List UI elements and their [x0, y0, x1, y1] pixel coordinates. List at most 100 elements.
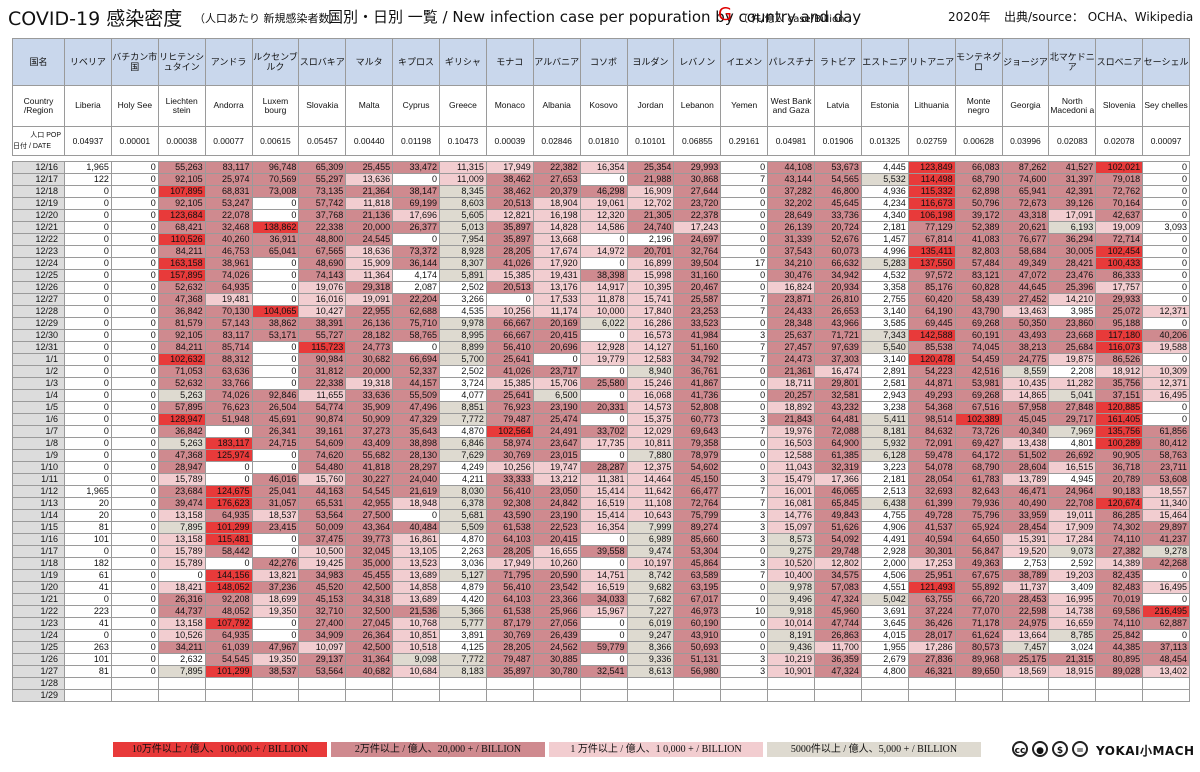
value-cell: 102,632 — [157, 353, 206, 366]
value-cell: 13,523 — [392, 557, 440, 570]
value-cell: 74,620 — [298, 449, 347, 462]
value-cell: 3,358 — [860, 281, 909, 294]
value-cell: 3,985 — [1048, 305, 1097, 318]
value-cell — [439, 689, 487, 702]
value-cell: 23,190 — [532, 509, 581, 522]
date-cell: 1/14 — [12, 509, 65, 522]
value-cell — [626, 677, 675, 690]
value-cell: 39,172 — [954, 209, 1003, 222]
value-cell: 22,598 — [1001, 605, 1050, 618]
value-cell: 65,845 — [814, 497, 862, 510]
value-cell: 176,623 — [204, 497, 253, 510]
value-cell: 74,600 — [1001, 173, 1050, 186]
value-cell: 12,802 — [814, 557, 862, 570]
date-label: 日付 / DATE — [13, 143, 51, 150]
population-cell: 0.00440 — [345, 126, 394, 156]
value-cell: 89,650 — [954, 665, 1003, 678]
value-cell: 25,474 — [532, 413, 581, 426]
value-cell: 82,643 — [954, 485, 1003, 498]
value-cell: 41,537 — [907, 521, 956, 534]
value-cell: 8,559 — [1001, 365, 1050, 378]
chart-title-note: （人口あたり 新規感染者数） — [194, 12, 341, 25]
value-cell: 54,609 — [298, 437, 347, 450]
value-cell: 59,779 — [579, 641, 628, 654]
header-corner-jp: 国名 — [12, 38, 65, 86]
date-cell: 1/4 — [12, 389, 65, 402]
value-cell: 26,139 — [767, 221, 815, 234]
value-cell: 0 — [110, 425, 159, 438]
value-cell: 19,779 — [579, 353, 628, 366]
value-cell: 64,935 — [204, 281, 253, 294]
value-cell: 33,472 — [392, 161, 440, 174]
value-cell: 33,766 — [204, 377, 253, 390]
value-cell: 70,569 — [251, 173, 300, 186]
table-row: 1/19 61 0 0 144,156 13,821 34,983 45,455 13,689 5… — [12, 569, 1190, 582]
value-cell: 34,575 — [814, 569, 862, 582]
value-cell: 0 — [579, 533, 628, 546]
value-cell: 10,014 — [767, 617, 815, 630]
value-cell: 87,262 — [1001, 161, 1050, 174]
value-cell: 101 — [64, 653, 112, 666]
column-header-jp: スロベニア — [1095, 38, 1144, 86]
value-cell: 56,847 — [954, 545, 1003, 558]
value-cell: 57,895 — [157, 401, 206, 414]
value-cell: 36,359 — [814, 653, 862, 666]
value-cell: 20,379 — [532, 185, 581, 198]
value-cell: 5,932 — [860, 437, 909, 450]
value-cell: 3,140 — [860, 353, 909, 366]
value-cell: 13,636 — [345, 173, 394, 186]
value-cell: 29,801 — [814, 377, 862, 390]
value-cell: 0 — [157, 569, 206, 582]
value-cell: 25,396 — [1048, 281, 1097, 294]
value-cell — [298, 689, 347, 702]
value-cell: 16,354 — [579, 521, 628, 534]
value-cell: 9,275 — [767, 545, 815, 558]
value-cell: 18,948 — [392, 497, 440, 510]
value-cell: 54,602 — [673, 461, 722, 474]
value-cell: 30,885 — [532, 653, 581, 666]
value-cell: 12,928 — [579, 341, 628, 354]
value-cell: 92,308 — [485, 497, 534, 510]
value-cell: 0 — [579, 629, 628, 642]
value-cell: 89,968 — [954, 653, 1003, 666]
value-cell: 55,727 — [298, 329, 347, 342]
value-cell: 5,411 — [860, 413, 909, 426]
value-cell: 17,840 — [626, 305, 675, 318]
value-cell: 43,144 — [767, 173, 815, 186]
date-cell: 12/18 — [12, 185, 65, 198]
column-header-jp: イエメン — [720, 38, 769, 86]
value-cell: 0 — [251, 533, 300, 546]
value-cell: 42,500 — [345, 581, 394, 594]
value-cell: 14,972 — [579, 245, 628, 258]
value-cell: 17,286 — [907, 641, 956, 654]
value-cell: 16,655 — [532, 545, 581, 558]
value-cell: 24,975 — [1001, 617, 1050, 630]
value-cell: 85,660 — [673, 533, 722, 546]
column-header-en: Estonia — [860, 85, 909, 127]
column-header-jp: アンドラ — [204, 38, 253, 86]
value-cell: 79,018 — [1095, 173, 1144, 186]
value-cell: 38,898 — [392, 437, 440, 450]
date-cell: 12/31 — [12, 341, 65, 354]
value-cell: 3,223 — [860, 461, 909, 474]
value-cell: 30,227 — [345, 473, 394, 486]
value-cell: 67,516 — [954, 401, 1003, 414]
value-cell: 6,846 — [439, 437, 487, 450]
value-cell: 23,860 — [1048, 317, 1097, 330]
table-row: 12/21 0 0 68,421 32,468 138,862 22,338 20,000 26… — [12, 221, 1190, 234]
value-cell: 28,454 — [1001, 521, 1050, 534]
value-cell: 10,851 — [392, 629, 440, 642]
value-cell: 0 — [110, 437, 159, 450]
sa-icon: = — [1072, 741, 1088, 757]
value-cell: 43,910 — [673, 629, 722, 642]
value-cell: 51,502 — [1001, 449, 1050, 462]
value-cell: 102,021 — [1095, 161, 1144, 174]
value-cell: 20,724 — [814, 221, 862, 234]
value-cell: 40,682 — [345, 665, 394, 678]
value-cell: 9,336 — [626, 653, 675, 666]
value-cell: 18,569 — [1001, 665, 1050, 678]
date-cell: 1/22 — [12, 605, 65, 618]
date-cell: 12/17 — [12, 173, 65, 186]
value-cell: 11,655 — [298, 389, 347, 402]
value-cell: 8,785 — [1048, 629, 1097, 642]
